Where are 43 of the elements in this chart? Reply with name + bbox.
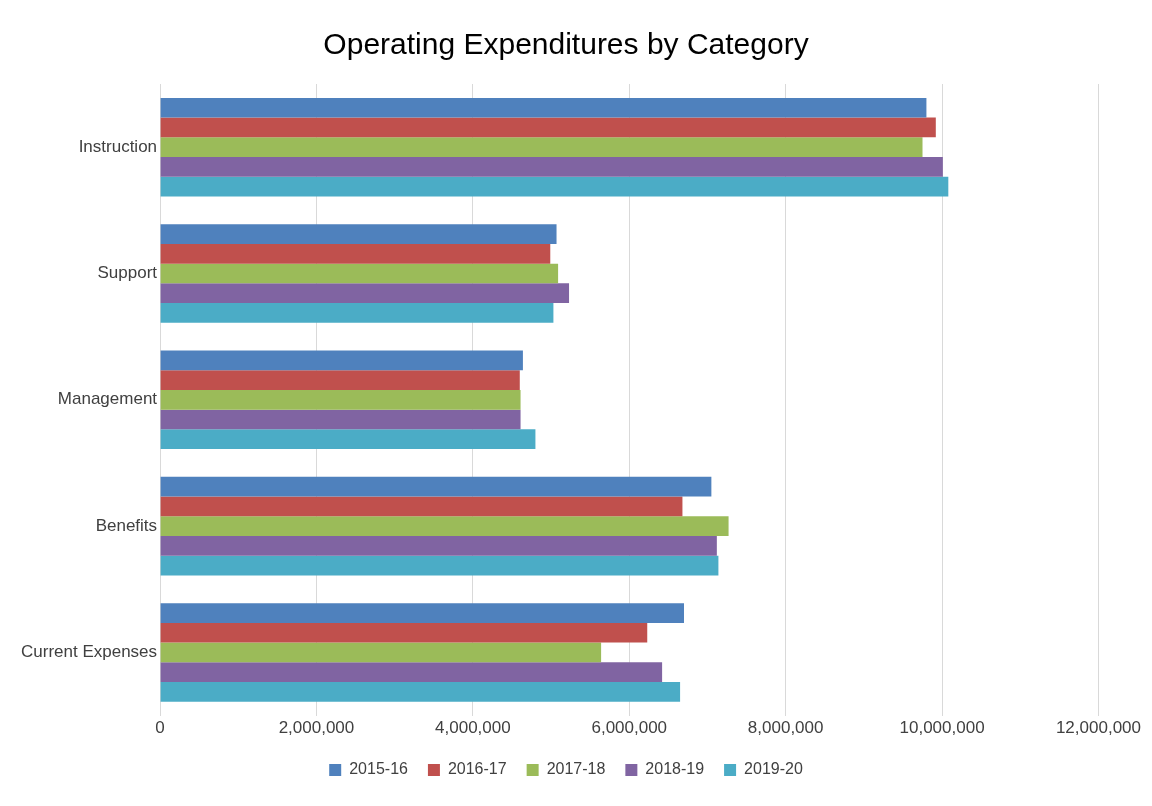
x-tick-label: 8,000,000 [747,718,824,738]
bar [160,516,729,536]
y-tick-label: Current Expenses [20,642,158,662]
chart-title: Operating Expenditures by Category [323,27,809,61]
bar [160,97,927,118]
legend-label: 2018-19 [645,760,705,778]
bar [160,535,717,556]
bar [160,603,684,623]
bar [160,350,523,371]
bar [160,157,943,177]
bar [160,370,520,390]
x-tick-label: 10,000,000 [899,718,985,738]
y-tick-label: Benefits [95,515,158,535]
bar [160,496,683,517]
bar [160,409,521,430]
bar [160,224,557,244]
bar [160,622,648,643]
bar [160,642,602,663]
bar [160,662,663,682]
bar [160,555,719,576]
bar [160,263,559,284]
bar [160,137,923,158]
x-tick-label: 12,000,000 [1055,718,1142,738]
y-tick-label: Support [97,263,158,283]
y-tick-label: Instruction [78,136,158,156]
y-tick-label: Management [57,389,158,409]
bar [160,429,536,450]
legend-label: 2019-20 [744,760,803,778]
legend-label: 2016-17 [447,760,507,778]
legend-label: 2017-18 [546,760,606,778]
bar [160,176,949,197]
x-tick-label: 4,000,000 [435,718,511,738]
bar [160,283,570,304]
bar [160,682,681,702]
bar [160,303,554,323]
x-tick-label: 2,000,000 [278,718,355,738]
bar [160,476,712,497]
bar [160,243,551,264]
bar [160,117,936,138]
x-tick-label: 6,000,000 [591,718,668,738]
bar [160,389,521,410]
x-tick-label: 0 [155,718,165,738]
legend-label: 2015-16 [349,760,409,778]
